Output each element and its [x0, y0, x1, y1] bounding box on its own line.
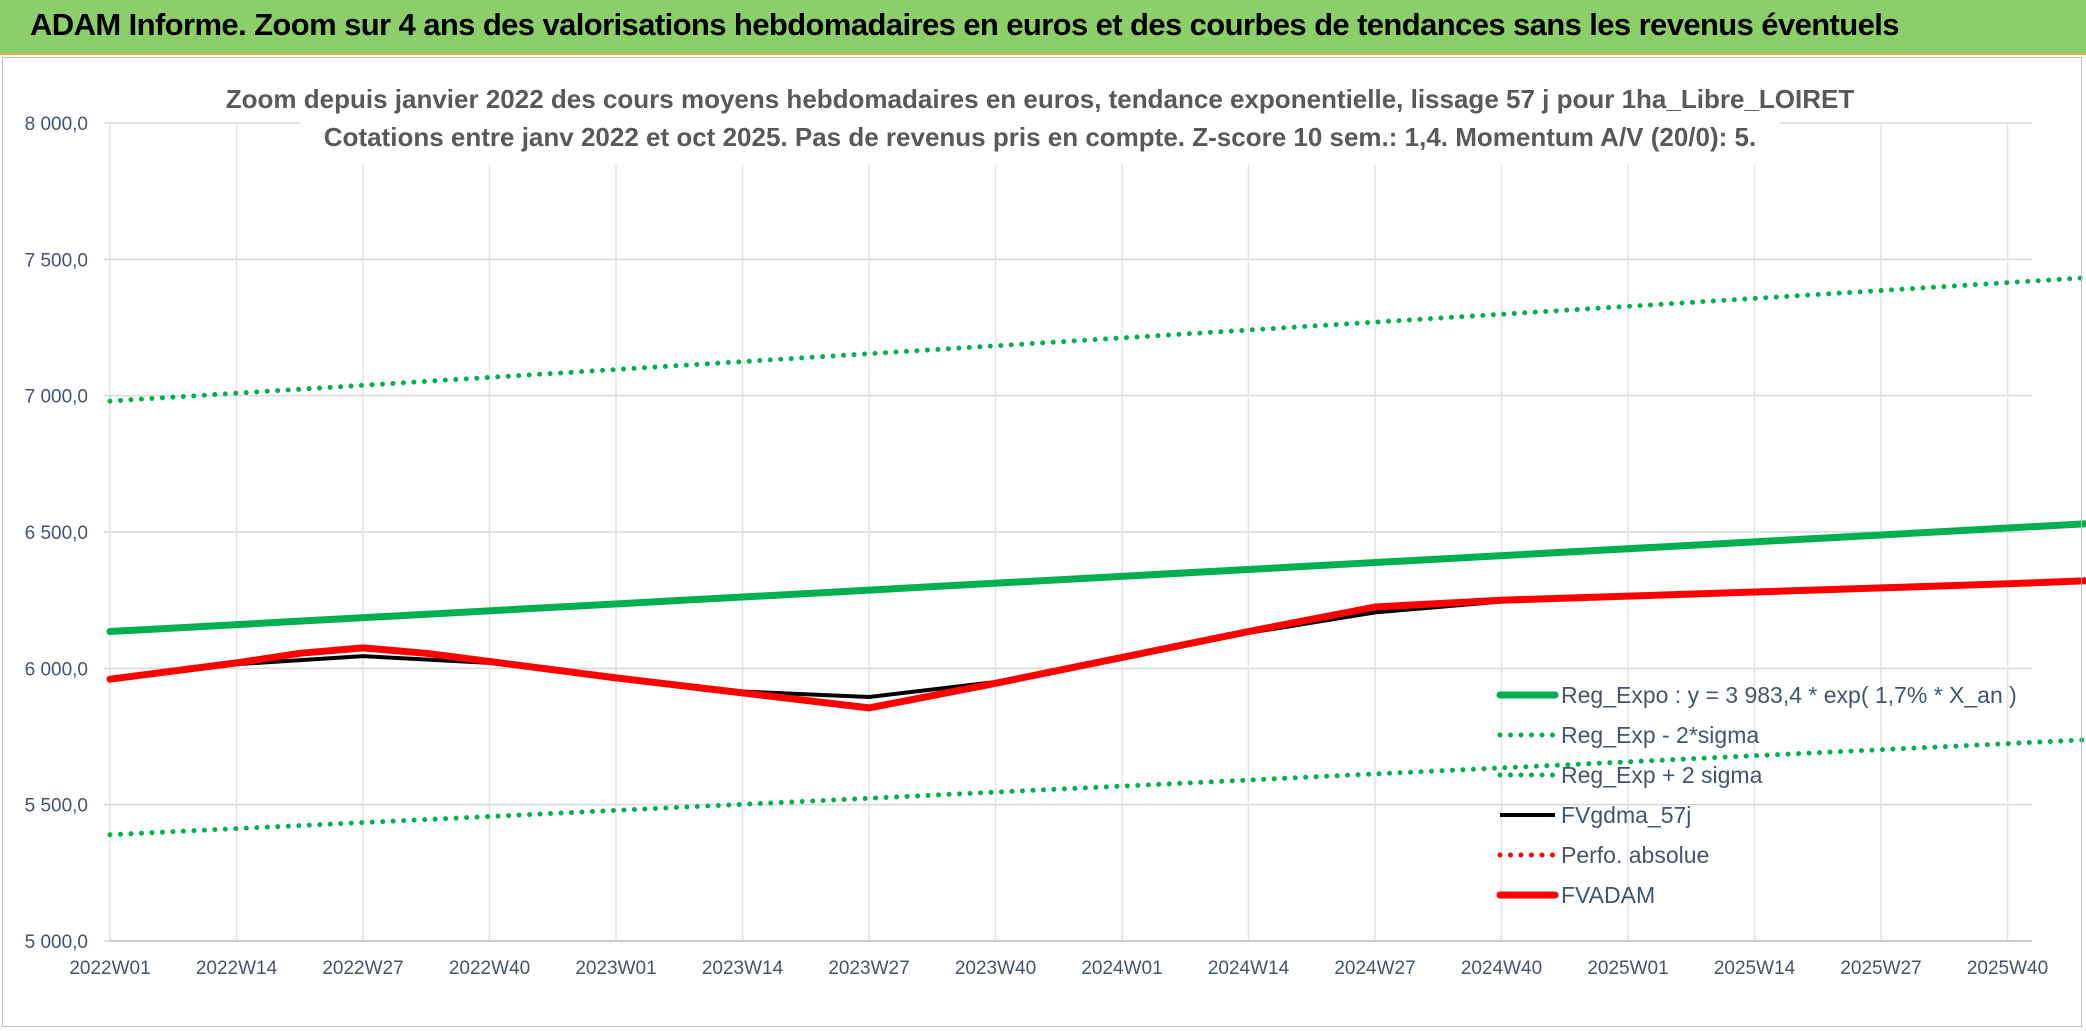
y-tick-label: 7 500,0	[25, 250, 88, 271]
series-line-reg_exp	[107, 275, 2086, 404]
legend-label: FVADAM	[1561, 882, 1655, 908]
x-tick-label: 2023W40	[955, 958, 1036, 979]
x-tick-label: 2023W27	[828, 958, 909, 979]
chart-title: Zoom depuis janvier 2022 des cours moyen…	[226, 84, 1855, 114]
series-layer	[106, 275, 2086, 838]
report-header: ADAM Informe. Zoom sur 4 ans des valoris…	[0, 0, 2086, 55]
legend-label: Reg_Exp - 2*sigma	[1561, 722, 1759, 748]
x-tick-label: 2024W27	[1334, 958, 1415, 979]
y-tick-label: 8 000,0	[25, 114, 88, 135]
y-tick-label: 5 500,0	[25, 796, 88, 817]
legend: Reg_Expo : y = 3 983,4 * exp( 1,7% * X_a…	[1496, 682, 2017, 908]
x-tick-label: 2023W01	[575, 958, 656, 979]
y-tick-label: 6 500,0	[25, 523, 88, 544]
y-tick-label: 5 000,0	[25, 932, 88, 953]
x-tick-label: 2025W14	[1714, 958, 1796, 979]
x-tick-label: 2025W40	[1967, 958, 2048, 979]
series-line-fvadam	[106, 577, 2086, 712]
x-tick-label: 2022W40	[449, 958, 530, 979]
series-line-reg_exp	[107, 737, 2086, 838]
axes: 5 000,0 5 500,0 6 000,0 6 500,0 7 000,0 7 500…	[25, 114, 2049, 979]
x-tick-label: 2025W27	[1840, 958, 1921, 979]
x-tick-label: 2022W27	[322, 958, 403, 979]
y-tick-label: 6 000,0	[25, 659, 88, 680]
x-tick-label: 2024W01	[1081, 958, 1162, 979]
legend-label: Perfo. absolue	[1561, 842, 1709, 868]
x-tick-label: 2022W14	[196, 958, 278, 979]
report-title: ADAM Informe. Zoom sur 4 ans des valoris…	[30, 7, 1900, 42]
legend-label: FVgdma_57j	[1561, 802, 1691, 828]
title-background	[300, 77, 1780, 165]
series-line-fvgdma_57j	[109, 599, 1502, 699]
series-line-reg_expo	[106, 520, 2086, 635]
legend-label: Reg_Expo : y = 3 983,4 * exp( 1,7% * X_a…	[1561, 682, 2017, 708]
grid	[104, 122, 2032, 942]
x-tick-label: 2024W14	[1208, 958, 1290, 979]
legend-label: Reg_Exp + 2 sigma	[1561, 762, 1763, 788]
x-tick-label: 2022W01	[69, 958, 150, 979]
chart: 5 000,0 5 500,0 6 000,0 6 500,0 7 000,0 7 500…	[25, 77, 2086, 979]
chart-title-block: Zoom depuis janvier 2022 des cours moyen…	[226, 77, 1855, 165]
x-tick-label: 2025W01	[1587, 958, 1668, 979]
x-tick-label: 2023W14	[702, 958, 784, 979]
chart-subtitle: Cotations entre janv 2022 et oct 2025. P…	[324, 122, 1756, 152]
y-tick-label: 7 000,0	[25, 387, 88, 408]
x-tick-label: 2024W40	[1461, 958, 1542, 979]
